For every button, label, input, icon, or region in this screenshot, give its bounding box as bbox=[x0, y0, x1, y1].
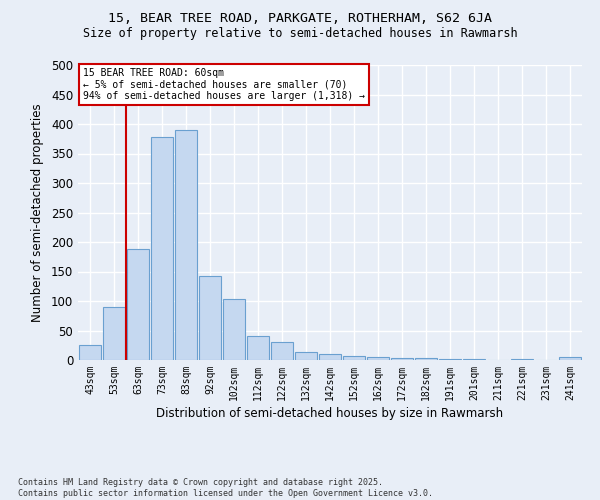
Text: 15, BEAR TREE ROAD, PARKGATE, ROTHERHAM, S62 6JA: 15, BEAR TREE ROAD, PARKGATE, ROTHERHAM,… bbox=[108, 12, 492, 26]
Bar bbox=[295, 352, 317, 360]
Bar bbox=[559, 357, 581, 360]
Bar bbox=[199, 276, 221, 360]
Bar bbox=[175, 130, 197, 360]
Bar bbox=[415, 358, 437, 360]
Bar bbox=[247, 336, 269, 360]
Y-axis label: Number of semi-detached properties: Number of semi-detached properties bbox=[31, 103, 44, 322]
X-axis label: Distribution of semi-detached houses by size in Rawmarsh: Distribution of semi-detached houses by … bbox=[157, 407, 503, 420]
Bar bbox=[103, 307, 125, 360]
Bar bbox=[79, 345, 101, 360]
Text: Size of property relative to semi-detached houses in Rawmarsh: Size of property relative to semi-detach… bbox=[83, 28, 517, 40]
Bar bbox=[151, 137, 173, 360]
Bar bbox=[391, 358, 413, 360]
Bar bbox=[367, 357, 389, 360]
Bar bbox=[319, 354, 341, 360]
Text: Contains HM Land Registry data © Crown copyright and database right 2025.
Contai: Contains HM Land Registry data © Crown c… bbox=[18, 478, 433, 498]
Bar bbox=[223, 299, 245, 360]
Bar bbox=[127, 249, 149, 360]
Bar bbox=[343, 356, 365, 360]
Text: 15 BEAR TREE ROAD: 60sqm
← 5% of semi-detached houses are smaller (70)
94% of se: 15 BEAR TREE ROAD: 60sqm ← 5% of semi-de… bbox=[83, 68, 365, 101]
Bar bbox=[271, 342, 293, 360]
